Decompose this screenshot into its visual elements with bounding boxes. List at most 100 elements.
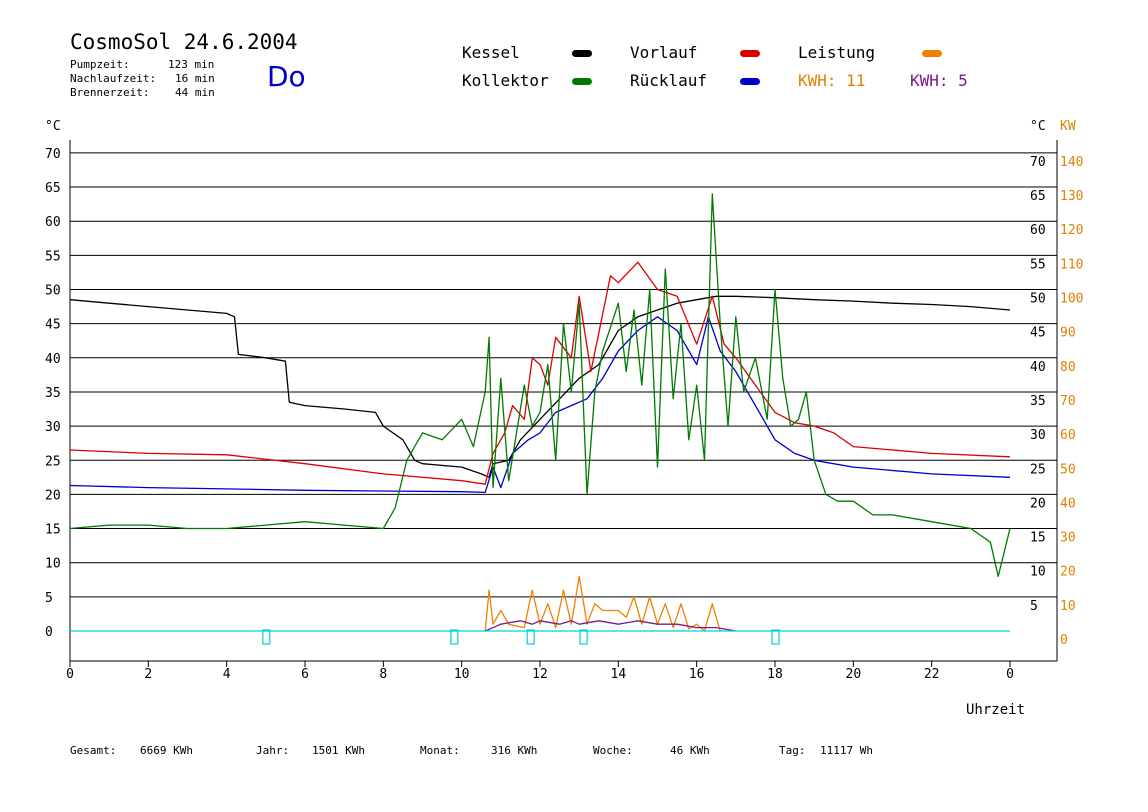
x-tick-label: 16	[689, 667, 705, 682]
y-tick-label-left: 30	[45, 420, 61, 435]
left-axis-unit: °C	[45, 119, 61, 134]
pump-marker	[526, 629, 535, 645]
y2-tick-label: 10	[1060, 599, 1076, 614]
legend-swatch-kessel	[572, 50, 592, 57]
y2-tick-label: 90	[1060, 326, 1076, 341]
y2-tick-label: 80	[1060, 360, 1076, 375]
legend-swatch-ruecklauf	[740, 78, 760, 85]
stat-nachlaufzeit: Nachlaufzeit: 16 min	[70, 72, 215, 85]
x-tick-label: 18	[767, 667, 783, 682]
x-tick-label: 0	[66, 667, 74, 682]
grid-lines	[70, 152, 1057, 598]
stat-label: Brennerzeit:	[70, 86, 150, 99]
x-tick-label: 2	[144, 667, 152, 682]
y-tick-label-right: 70	[1030, 155, 1046, 170]
y2-tick-label: 40	[1060, 496, 1076, 511]
x-tick-label: 20	[846, 667, 862, 682]
legend-swatch-kollektor	[572, 78, 592, 85]
stat-label: Nachlaufzeit:	[70, 72, 157, 85]
y2-tick-label: 20	[1060, 565, 1076, 580]
y-tick-label-left: 60	[45, 215, 61, 230]
y-tick-label-left: 10	[45, 557, 61, 572]
footer-tag-value: 11117 Wh	[820, 744, 873, 757]
stat-pumpzeit: Pumpzeit: 123 min	[70, 58, 214, 71]
y-tick-label-left: 15	[45, 523, 61, 538]
y2-tick-label: 70	[1060, 394, 1076, 409]
legend-label-ruecklauf: Rücklauf	[630, 71, 708, 90]
legend-label-leistung: Leistung	[798, 43, 876, 62]
kwh-leistung: KWH: 11	[798, 71, 866, 90]
footer-woche-label: Woche:	[593, 744, 633, 757]
series-line-leistung	[484, 575, 721, 632]
x-tick-label: 6	[301, 667, 309, 682]
y-tick-label-left: 0	[45, 625, 53, 640]
y-tick-label-left: 45	[45, 318, 61, 333]
legend-swatch-vorlauf	[740, 50, 760, 57]
footer-jahr-label: Jahr:	[256, 744, 290, 757]
y-tick-label-right: 10	[1030, 565, 1046, 580]
stat-value: 44 min	[175, 86, 215, 99]
stat-value: 123 min	[168, 58, 215, 71]
y-tick-label-left: 65	[45, 181, 61, 196]
y-tick-label-left: 20	[45, 488, 61, 503]
y-tick-label-right: 60	[1030, 223, 1046, 238]
y-tick-label-left: 5	[45, 591, 53, 606]
weekday-label: Do	[267, 60, 306, 93]
pump-marker	[450, 629, 459, 645]
x-tick-label: 8	[379, 667, 387, 682]
pump-marker	[771, 629, 780, 645]
pump-marker	[262, 629, 271, 645]
y-tick-label-left: 35	[45, 386, 61, 401]
y2-tick-label: 110	[1060, 257, 1083, 272]
x-tick-label: 14	[611, 667, 627, 682]
y-tick-label-right: 45	[1030, 326, 1046, 341]
y-tick-label-right: 40	[1030, 360, 1046, 375]
legend-label-vorlauf: Vorlauf	[630, 43, 698, 62]
right-axis-unit-kw: KW	[1060, 119, 1076, 134]
chart-axes	[69, 140, 1058, 667]
chart-title: CosmoSol 24.6.2004	[70, 30, 298, 54]
footer-jahr-value: 1501 KWh	[312, 744, 365, 757]
x-tick-label: 0	[1006, 667, 1014, 682]
legend-label-kessel: Kessel	[462, 43, 520, 62]
y-tick-label-right: 30	[1030, 428, 1046, 443]
y-tick-label-right: 25	[1030, 462, 1046, 477]
pump-markers	[262, 629, 780, 645]
y-tick-label-right: 15	[1030, 531, 1046, 546]
right-axis-unit: °C	[1030, 119, 1046, 134]
y-tick-label-left: 40	[45, 352, 61, 367]
series-line-kwh-5	[484, 620, 736, 632]
series-line-vorlauf	[69, 261, 1011, 485]
legend-label-kollektor: Kollektor	[462, 71, 549, 90]
x-axis-label: Uhrzeit	[966, 702, 1026, 718]
x-tick-label: 22	[924, 667, 940, 682]
y-tick-label-right: 5	[1030, 599, 1038, 614]
y-tick-label-right: 55	[1030, 257, 1046, 272]
legend-swatch-leistung	[922, 50, 942, 57]
stat-brennerzeit: Brennerzeit: 44 min	[70, 86, 215, 99]
y-tick-label-right: 65	[1030, 189, 1046, 204]
y2-tick-label: 140	[1060, 155, 1083, 170]
y2-tick-label: 100	[1060, 292, 1083, 307]
footer-monat-label: Monat:	[420, 744, 460, 757]
footer-gesamt-value: 6669 KWh	[140, 744, 193, 757]
pump-marker	[579, 629, 588, 645]
y2-tick-label: 0	[1060, 633, 1068, 648]
y-tick-label-left: 50	[45, 284, 61, 299]
x-tick-label: 4	[223, 667, 231, 682]
series-line-kollektor	[69, 193, 1011, 578]
footer-monat-value: 316 KWh	[491, 744, 538, 757]
footer-gesamt-label: Gesamt:	[70, 744, 117, 757]
y2-tick-label: 60	[1060, 428, 1076, 443]
y-tick-label-left: 25	[45, 454, 61, 469]
y2-tick-label: 130	[1060, 189, 1083, 204]
y-tick-label-right: 50	[1030, 292, 1046, 307]
stat-value: 16 min	[175, 72, 215, 85]
y-tick-label-right: 20	[1030, 496, 1046, 511]
y-tick-label-left: 55	[45, 249, 61, 264]
chart-series	[69, 193, 1011, 632]
series-line-r-cklauf	[69, 316, 1011, 494]
footer-woche-value: 46 KWh	[670, 744, 710, 757]
